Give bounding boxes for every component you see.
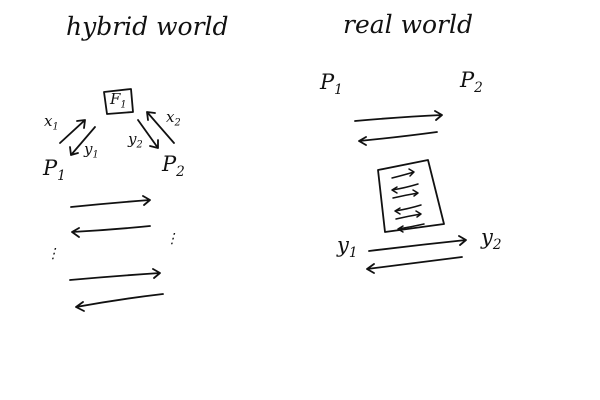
hybrid-functionality-box [103, 88, 134, 115]
hybrid-arrow-x2 [146, 111, 175, 144]
real-arrow-right-bottom [368, 235, 467, 252]
hybrid-arrow-x1 [59, 119, 86, 144]
hybrid-label-x1: x1 [44, 112, 59, 133]
real-protocol-box [377, 159, 445, 233]
hybrid-arrow-left-1 [71, 225, 151, 238]
hybrid-party-p1: P1 [43, 156, 66, 184]
hybrid-ellipsis-right: ⋮ [165, 231, 179, 247]
real-arrow-left-top [358, 131, 438, 146]
real-label-y1: y1 [337, 233, 358, 261]
real-party-p1: P1 [320, 70, 343, 98]
real-arrow-left-bottom [366, 256, 463, 274]
hybrid-world-title: hybrid world [66, 12, 229, 41]
real-label-y2: y2 [481, 225, 502, 253]
real-party-p2: P2 [460, 68, 483, 96]
hybrid-party-p2: P2 [162, 152, 185, 180]
real-arrow-right-top [354, 110, 443, 122]
real-world-title: real world [343, 10, 473, 39]
hybrid-arrow-left-2 [75, 293, 164, 312]
real-protocol-box-arrows [391, 168, 425, 233]
hybrid-label-y1: y1 [84, 140, 99, 161]
hybrid-ellipsis-left: ⋮ [46, 246, 60, 262]
hybrid-world-panel [59, 88, 175, 312]
hybrid-label-x2: x2 [166, 108, 181, 129]
hybrid-arrow-y1 [69, 126, 96, 156]
hybrid-functionality-label: F1 [110, 90, 127, 111]
hybrid-arrow-right-2 [69, 268, 161, 281]
hybrid-arrow-y2 [137, 119, 159, 149]
hybrid-arrow-right-1 [70, 195, 151, 208]
real-world-panel [354, 110, 467, 274]
hybrid-label-y2: y2 [128, 130, 143, 151]
